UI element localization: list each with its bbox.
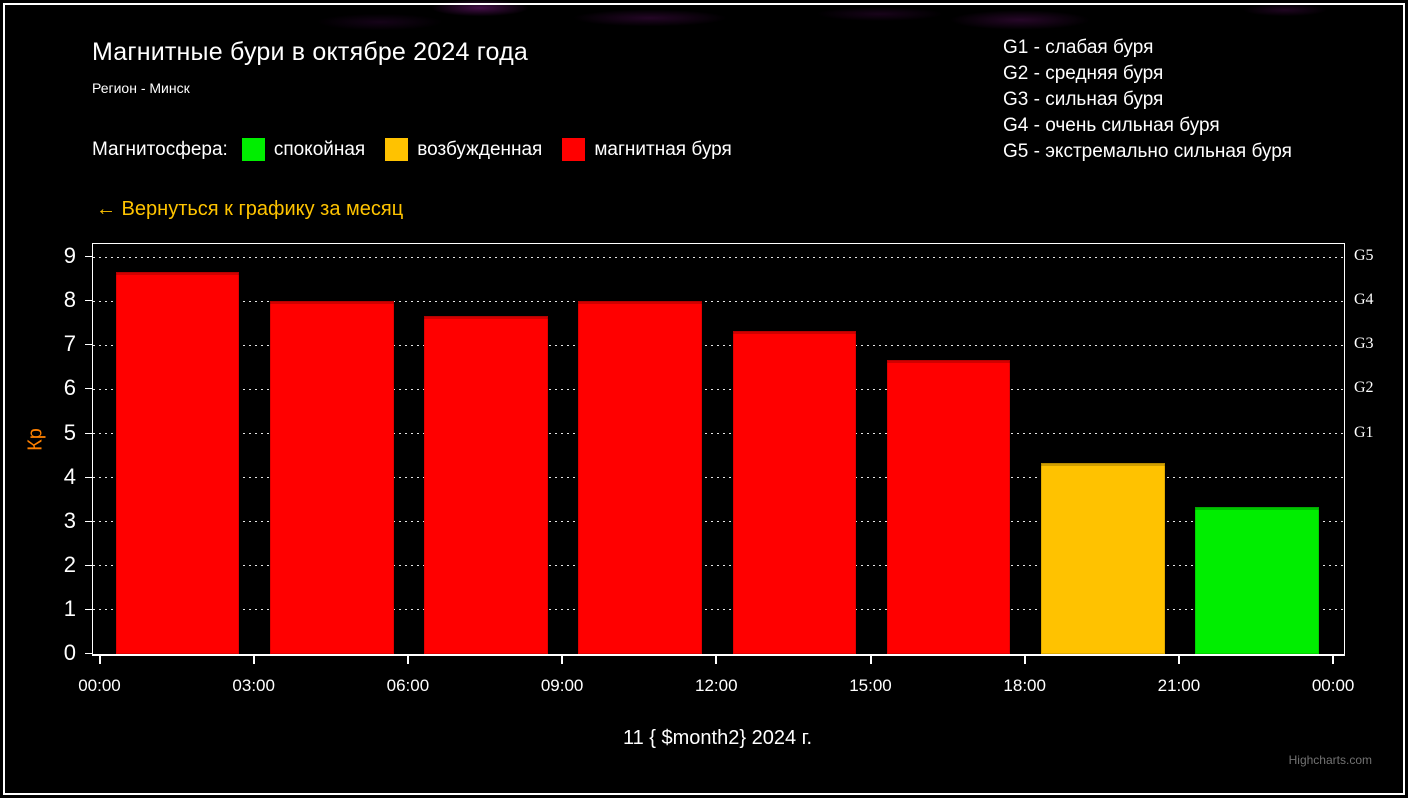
y-axis-tick: [85, 388, 92, 390]
storm-scale-legend: G1 - слабая буря G2 - средняя буря G3 - …: [1003, 35, 1292, 165]
storm-scale-item-g2: G2 - средняя буря: [1003, 63, 1164, 84]
y-axis-label: 4: [63, 463, 76, 489]
storm-scale-item-g1: G1 - слабая буря: [1003, 37, 1154, 58]
excited-color-swatch: [385, 138, 409, 161]
kp-bar[interactable]: [732, 330, 857, 654]
legend-item-label: магнитная буря: [594, 138, 732, 160]
x-axis-tick: [98, 655, 101, 664]
y-axis-tick: [85, 344, 92, 346]
y-axis-label: 6: [63, 375, 76, 401]
y-axis-label: 5: [63, 419, 76, 445]
x-axis-tick: [406, 655, 409, 664]
y-axis-label: 0: [63, 640, 76, 665]
y-gridline: [93, 433, 1344, 434]
storm-color-swatch: [562, 138, 586, 161]
kp-bar[interactable]: [424, 315, 548, 654]
right-axis-label-g4: G4: [1354, 291, 1374, 309]
y-axis-tick: [85, 608, 92, 610]
y-axis-tick: [85, 256, 92, 258]
x-axis-tick: [1332, 655, 1335, 664]
legend-item-label: возбужденная: [417, 138, 543, 160]
y-gridline: [93, 300, 1344, 302]
y-gridline: [93, 344, 1344, 346]
legend-item-quiet: спокойная: [241, 138, 366, 161]
right-axis-label-g2: G2: [1354, 379, 1374, 397]
y-axis-label: 9: [63, 243, 76, 269]
y-axis-label: 7: [63, 331, 76, 357]
y-axis-tick: [85, 564, 92, 566]
x-axis-title: 11 { $month2} 2024 г.: [622, 727, 813, 749]
kp-bar[interactable]: [1195, 507, 1319, 654]
x-axis-label: 03:00: [232, 676, 275, 695]
plot-area: [92, 243, 1345, 656]
legend-title: Магнитосфера:: [92, 138, 228, 160]
background-artifact: [0, 0, 1408, 30]
back-to-month-link[interactable]: ← Вернуться к графику за месяц: [96, 198, 404, 220]
right-axis-label-g5: G5: [1354, 247, 1374, 265]
legend-item-storm: магнитная буря: [562, 138, 732, 161]
x-axis-label: 12:00: [695, 676, 738, 695]
x-axis-tick: [869, 655, 872, 664]
x-axis-label: 06:00: [386, 676, 430, 695]
x-axis-label: 15:00: [849, 676, 892, 695]
magnetosphere-legend: Магнитосфера: спокойная возбужденная маг…: [92, 138, 752, 161]
x-axis-label: 00:00: [78, 676, 121, 695]
right-axis-label-g3: G3: [1354, 335, 1374, 353]
legend-item-label: спокойная: [273, 138, 366, 160]
y-axis-tick: [85, 653, 92, 654]
y-gridline: [93, 609, 1344, 611]
x-axis-label: 00:00: [1311, 676, 1355, 695]
x-axis-tick: [1023, 655, 1026, 664]
y-axis-tick: [85, 520, 92, 522]
y-gridline: [93, 256, 1344, 258]
x-axis-label: 18:00: [1003, 676, 1046, 695]
y-gridline: [93, 521, 1344, 523]
storm-scale-item-g4: G4 - очень сильная буря: [1003, 115, 1220, 136]
chart-subtitle: Регион - Минск: [92, 80, 190, 96]
y-axis-label: 2: [63, 551, 76, 577]
right-axis-label-g1: G1: [1354, 423, 1374, 441]
x-axis-label: 09:00: [540, 676, 584, 695]
kp-bar[interactable]: [1041, 463, 1165, 654]
highcharts-credit[interactable]: Highcharts.com: [1288, 753, 1372, 767]
x-axis-tick: [715, 655, 718, 664]
kp-bar[interactable]: [886, 359, 1011, 654]
kp-bar[interactable]: [115, 271, 240, 654]
y-axis-label: 3: [63, 507, 76, 533]
y-gridline: [93, 477, 1344, 479]
y-gridline: [93, 565, 1344, 567]
kp-bar[interactable]: [270, 301, 394, 654]
x-axis-tick: [1177, 655, 1180, 664]
y-axis-tick: [85, 432, 92, 434]
chart-title: Магнитные бури в октябре 2024 года: [92, 38, 528, 66]
x-axis-label: 21:00: [1157, 676, 1201, 695]
storm-scale-item-g5: G5 - экстремально сильная буря: [1003, 141, 1292, 162]
y-gridline: [93, 388, 1344, 390]
x-axis-tick: [561, 655, 564, 664]
legend-item-excited: возбужденная: [385, 138, 542, 161]
quiet-color-swatch: [241, 138, 265, 161]
y-axis-label: 8: [63, 287, 76, 313]
y-axis-tick: [85, 300, 92, 302]
y-axis-tick: [85, 476, 92, 478]
y-axis-label: 1: [63, 595, 76, 621]
storm-scale-item-g3: G3 - сильная буря: [1003, 89, 1164, 110]
x-axis-tick: [252, 655, 255, 664]
kp-bar[interactable]: [578, 301, 702, 654]
